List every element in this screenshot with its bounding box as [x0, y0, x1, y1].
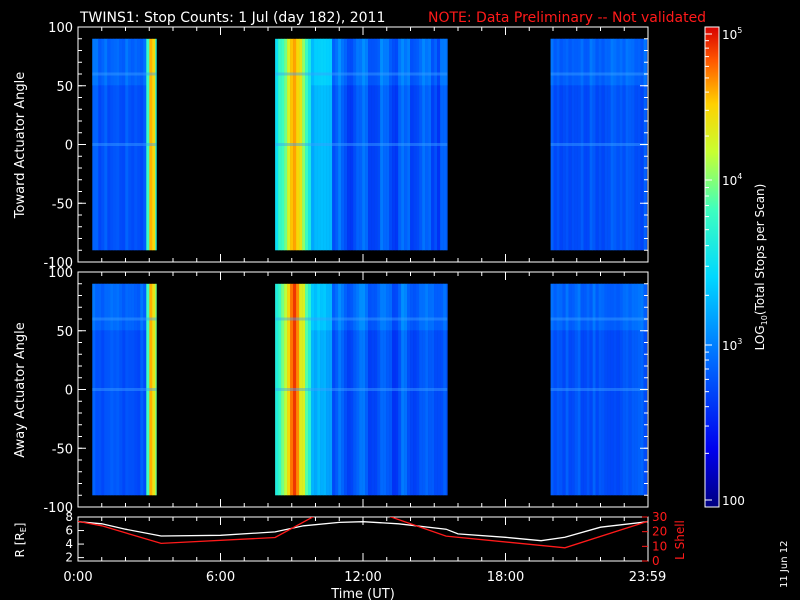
time-tick-label: 18:00 — [487, 570, 524, 585]
toward-angle-panel: 100 50 0 -50 -100 Toward Actuator Angle — [13, 21, 649, 271]
lshell-line-2 — [389, 517, 648, 549]
preliminary-note: NOTE: Data Preliminary -- Not validated — [428, 10, 706, 26]
away-y-axis-label: Away Actuator Angle — [13, 322, 28, 457]
away-data-interval-0 — [92, 283, 157, 496]
colorbar: 105 104 103 100 LOG10(Total Stops per Scan) — [704, 26, 769, 508]
away-angle-panel: 100 50 0 -50 -100 Away Actuator Angle — [13, 266, 649, 516]
toward-ytick-label: 100 — [48, 21, 73, 36]
radius-ytick-label: 6 — [65, 524, 73, 538]
toward-ytick-label: 0 — [65, 139, 73, 154]
colorbar-gradient — [704, 26, 720, 508]
colorbar-tick-label: 105 — [722, 26, 742, 42]
toward-ytick-label: -100 — [43, 256, 73, 271]
date-stamp: 11 Jun 12 — [779, 541, 790, 588]
lshell-ytick-label: 30 — [652, 510, 667, 524]
radius-ytick-label: 4 — [65, 537, 73, 551]
lshell-ytick-label: 20 — [652, 525, 667, 539]
orbit-lines — [78, 517, 648, 549]
away-ytick-label: -50 — [52, 442, 73, 457]
time-tick-label: 23:59 — [629, 570, 666, 585]
time-tick-label: 6:00 — [206, 570, 235, 585]
colorbar-tick-label: 100 — [722, 494, 745, 508]
time-axis-label: Time (UT) — [330, 587, 395, 600]
toward-y-axis-label: Toward Actuator Angle — [13, 72, 28, 219]
time-tick-label: 12:00 — [344, 570, 381, 585]
away-axes: 100 50 0 -50 -100 — [43, 266, 649, 516]
away-ytick-label: 100 — [48, 266, 73, 281]
radius-ytick-label: 8 — [65, 510, 73, 524]
away-data-interval-1 — [275, 283, 448, 496]
toward-data-interval-0 — [92, 38, 157, 251]
toward-heatmap — [92, 38, 648, 251]
away-ytick-label: 50 — [56, 325, 73, 340]
lshell-ytick-label: 10 — [652, 539, 667, 553]
radius-axis-label: R [RE] — [13, 523, 28, 558]
away-data-interval-2 — [550, 283, 648, 496]
figure-title: TWINS1: Stop Counts: 1 Jul (day 182), 20… — [79, 10, 385, 26]
colorbar-tick-label: 103 — [722, 337, 742, 353]
colorbar-ticks: 105 104 103 100 — [705, 26, 745, 508]
toward-ytick-label: 50 — [56, 80, 73, 95]
away-ytick-label: -100 — [43, 501, 73, 516]
toward-data-interval-2 — [550, 38, 648, 251]
toward-ytick-label: -50 — [52, 197, 73, 212]
toward-data-interval-1 — [275, 38, 448, 251]
time-tick-label: 0:00 — [63, 570, 92, 585]
away-ytick-label: 0 — [65, 384, 73, 399]
away-heatmap — [92, 283, 648, 496]
colorbar-label: LOG10(Total Stops per Scan) — [753, 184, 769, 351]
lshell-axis-label: L Shell — [673, 520, 687, 560]
radius-ytick-label: 2 — [65, 551, 73, 565]
radius-line — [78, 521, 648, 542]
colorbar-tick-label: 104 — [722, 172, 742, 188]
lshell-line-1 — [78, 517, 315, 545]
lshell-ytick-label: 0 — [652, 554, 660, 568]
toward-axes: 100 50 0 -50 -100 — [43, 21, 649, 271]
